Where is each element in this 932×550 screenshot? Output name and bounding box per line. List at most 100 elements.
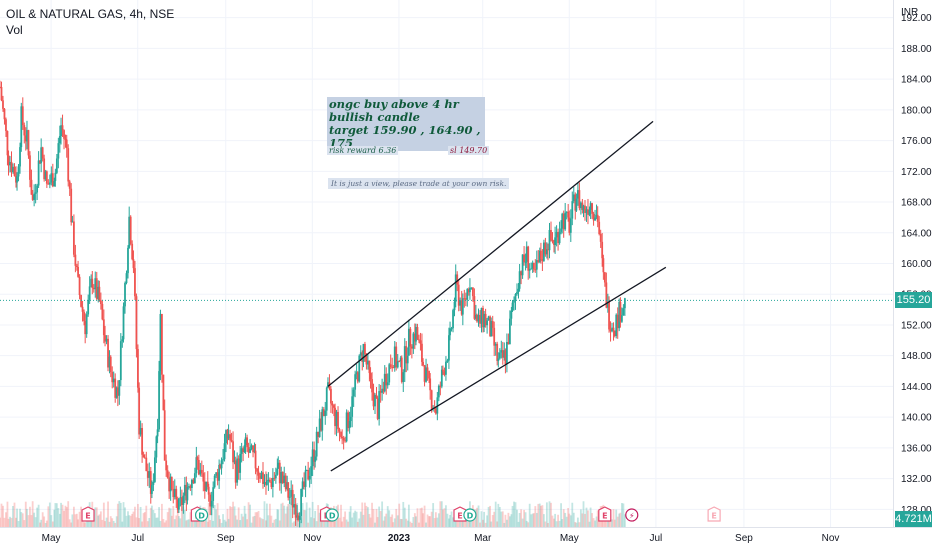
candle-body — [467, 289, 470, 293]
candle-body — [13, 166, 16, 176]
event-markers[interactable]: EEDEDEDE⚡E — [81, 506, 721, 522]
candle-body — [30, 179, 33, 195]
candle-body — [501, 350, 504, 358]
candle-body — [37, 160, 40, 186]
volume-bar — [349, 506, 352, 527]
volume-bar — [287, 503, 290, 527]
candle-body — [297, 515, 300, 520]
candle-body — [145, 457, 148, 472]
volume-bar — [304, 510, 307, 527]
volume-bar — [40, 519, 43, 527]
candle-body — [90, 278, 93, 287]
candle-body — [183, 484, 186, 496]
candle-body — [304, 470, 307, 487]
volume-bar — [341, 521, 344, 527]
volume-bar — [426, 514, 429, 527]
volume-bar — [30, 515, 33, 527]
event-label: D — [329, 512, 336, 521]
candle-body — [474, 314, 477, 319]
stop-loss-note[interactable]: sl 149.70 — [448, 146, 490, 155]
dividend-marker[interactable]: D — [325, 508, 339, 522]
volume-bar — [266, 503, 268, 527]
candle-body — [430, 390, 433, 409]
disclaimer-note[interactable]: It is just a view, please trade at your … — [328, 178, 510, 189]
candle-body — [187, 486, 190, 488]
candle-body — [429, 378, 432, 391]
volume-bar — [23, 520, 26, 527]
candle-body — [95, 278, 98, 299]
volume-bar — [288, 502, 291, 527]
volume-bar — [218, 515, 221, 527]
volume-bar — [477, 505, 480, 527]
price-tick-label: 184.00 — [901, 75, 932, 86]
volume-bar — [608, 517, 610, 527]
volume-bar — [358, 518, 361, 527]
volume-bar — [388, 510, 391, 527]
price-tick-label: 136.00 — [901, 443, 932, 454]
candle-body — [504, 350, 507, 364]
volume-bar — [101, 519, 104, 527]
volume-bar — [507, 512, 510, 527]
candle-body — [303, 481, 306, 487]
candle-body — [205, 481, 208, 491]
candle-body — [244, 437, 247, 446]
volume-bar — [361, 502, 364, 527]
volume-bar — [256, 512, 258, 527]
volume-bar — [434, 512, 437, 527]
volume-bar — [250, 522, 253, 527]
volume-bar — [170, 515, 173, 527]
candle-body — [428, 370, 430, 379]
volume-bar — [6, 501, 9, 527]
volume-bar — [587, 510, 589, 527]
volume-bar — [356, 521, 359, 527]
candle-body — [452, 310, 454, 329]
volume-bar — [13, 502, 16, 527]
candle-body — [498, 352, 501, 359]
trade-idea-note[interactable]: ongc buy above 4 hr bullish candle targe… — [327, 97, 485, 151]
candle-body — [564, 212, 567, 230]
dividend-marker[interactable]: D — [463, 508, 477, 522]
volume-bar — [534, 506, 537, 527]
price-tick-label: 172.00 — [901, 167, 932, 178]
candle-body — [461, 298, 464, 315]
candle-body — [528, 268, 531, 271]
split-marker-icon[interactable]: ⚡ — [625, 508, 639, 522]
candle-body — [619, 301, 622, 322]
volume-bar — [482, 519, 484, 527]
earnings-marker[interactable]: E — [81, 506, 95, 522]
volume-bar — [21, 513, 24, 527]
volume-bar — [48, 502, 51, 527]
volume-bar — [276, 509, 279, 527]
candle-body — [219, 465, 221, 469]
volume-bar — [278, 520, 281, 527]
dividend-marker[interactable]: D — [194, 508, 209, 522]
candle-body — [274, 474, 277, 479]
candle-body — [259, 475, 261, 479]
earnings-marker[interactable]: E — [598, 506, 612, 522]
volume-bar — [368, 513, 371, 527]
earnings-marker[interactable]: E — [707, 506, 721, 522]
trendlines[interactable] — [327, 120, 667, 472]
volume-bar — [541, 505, 544, 527]
candle-body — [548, 229, 551, 251]
volume-bar — [83, 522, 85, 527]
candle-body — [57, 143, 60, 159]
volume-bar — [555, 521, 558, 527]
candle-body — [23, 125, 26, 136]
candle-body — [425, 367, 427, 382]
price-tick-label: 128.00 — [901, 505, 932, 516]
risk-reward-note[interactable]: risk reward 6.36 — [327, 146, 399, 155]
candle-body — [585, 209, 588, 214]
volume-indicator-label: Vol — [6, 23, 23, 37]
candle-body — [584, 205, 586, 214]
volume-bar — [419, 508, 422, 527]
candle-body — [284, 475, 287, 490]
candle-body — [112, 378, 115, 383]
time-tick-label: Sep — [735, 533, 753, 544]
time-axis[interactable]: May Jul Sep Nov 2023 Mar May Jul Sep Nov — [42, 533, 840, 544]
candle-body — [314, 456, 317, 462]
candle-body — [132, 259, 135, 269]
volume-bar — [379, 511, 382, 527]
candle-body — [12, 166, 14, 173]
